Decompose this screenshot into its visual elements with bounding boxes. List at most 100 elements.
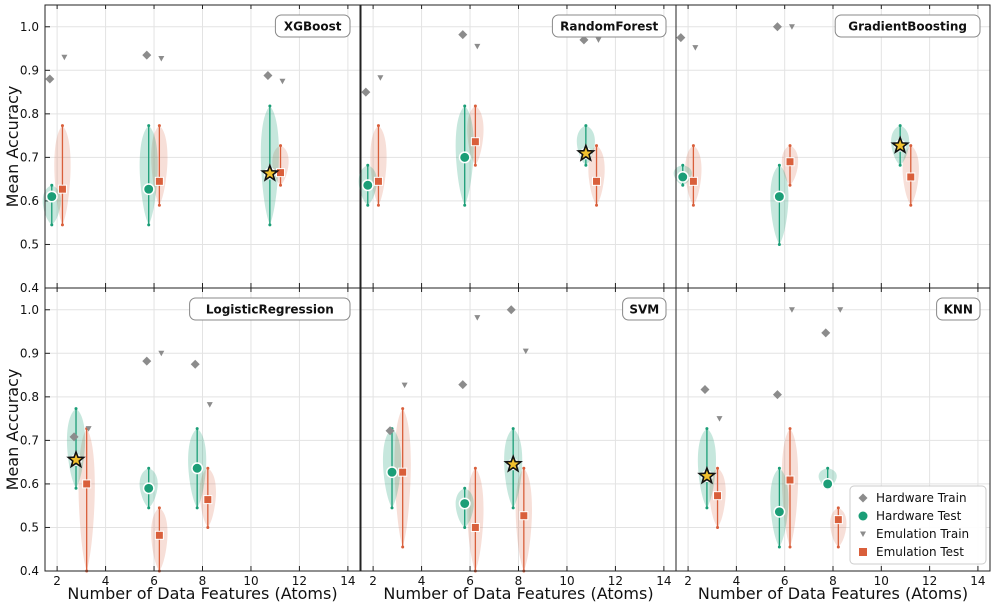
panel-title-box xyxy=(274,14,351,38)
panel-title-box xyxy=(936,297,981,321)
panel-title: LogisticRegression xyxy=(206,303,334,317)
emulation-test-range-min xyxy=(836,545,840,549)
feature-group-2 xyxy=(358,75,387,207)
emulation-train-marker xyxy=(474,315,481,321)
hardware-test-range-min xyxy=(584,163,588,167)
hardware-test-range-min xyxy=(511,506,515,510)
emulation-train-marker xyxy=(692,45,699,51)
hardware-train-marker xyxy=(458,30,468,40)
legend-label: Emulation Train xyxy=(876,527,969,541)
feature-group-8 xyxy=(188,359,216,529)
legend-marker-emulation-train xyxy=(860,531,866,537)
hardware-test-marker xyxy=(458,151,471,164)
emulation-test-marker xyxy=(592,176,602,186)
panel-svm: 2 4 6 8 10 12 14 SVM xyxy=(360,287,677,588)
emulation-test-range-max xyxy=(788,427,792,431)
hardware-test-marker xyxy=(191,462,204,475)
emulation-test-marker xyxy=(154,530,164,540)
x-tick-label: 12 xyxy=(292,574,307,588)
emulation-test-range-max xyxy=(473,466,477,470)
x-axis-label: Number of Data Features (Atoms) xyxy=(67,584,337,603)
hardware-test-range-min xyxy=(195,506,199,510)
best-model-star xyxy=(503,454,523,473)
emulation-test-range-min xyxy=(401,545,405,549)
emulation-test-range-min xyxy=(206,525,210,529)
emulation-train-marker xyxy=(206,402,213,408)
hardware-test-range-max xyxy=(74,407,78,411)
y-axis-label: Mean Accuracy xyxy=(3,86,22,208)
emulation-test-marker xyxy=(519,511,529,521)
hardware-test-range-min xyxy=(463,203,467,207)
best-model-star xyxy=(890,135,910,154)
emulation-test-range-max xyxy=(595,144,599,148)
emulation-test-range-max xyxy=(206,466,210,470)
emulation-train-marker xyxy=(837,307,844,313)
hardware-test-marker xyxy=(458,497,471,510)
emulation-test-range-min xyxy=(716,525,720,529)
emulation-train-marker xyxy=(716,416,723,422)
legend-label: Hardware Test xyxy=(876,509,962,523)
y-tick-label: 0.4 xyxy=(20,564,39,578)
best-model-star xyxy=(260,163,280,182)
hardware-train-marker xyxy=(385,426,395,436)
hardware-test-range-min xyxy=(147,506,151,510)
x-tick-label: 4 xyxy=(418,574,426,588)
emulation-train-marker xyxy=(85,426,92,432)
emulation-test-marker xyxy=(688,176,698,186)
emulation-test-range-max xyxy=(522,466,526,470)
emulation-test-marker xyxy=(57,184,67,194)
panel-randomforest: RandomForest xyxy=(358,4,677,289)
hardware-test-range-max xyxy=(777,163,781,167)
x-tick-label: 8 xyxy=(515,574,523,588)
emulation-test-marker xyxy=(470,522,480,532)
hardware-test-marker xyxy=(773,190,786,203)
hardware-test-range-min xyxy=(147,223,151,227)
emulation-test-range-min xyxy=(473,163,477,167)
hardware-test-range-max xyxy=(147,124,151,128)
emulation-train-marker xyxy=(522,348,529,355)
x-tick-label: 2 xyxy=(684,574,692,588)
panel-title: SVM xyxy=(629,303,659,317)
hardware-test-range-min xyxy=(681,183,685,187)
hardware-train-marker xyxy=(142,356,152,366)
legend: Hardware Train Hardware Test Emulation Tra… xyxy=(849,485,987,565)
emulation-test-range-max xyxy=(60,124,64,128)
hardware-test-marker xyxy=(676,171,689,183)
emulation-test-range-max xyxy=(836,506,840,510)
y-tick-label: 0.5 xyxy=(20,237,39,251)
x-tick-label: 12 xyxy=(608,574,623,588)
x-tick-label: 6 xyxy=(150,574,158,588)
emulation-train-marker xyxy=(61,54,68,61)
x-tick-label: 10 xyxy=(243,574,258,588)
y-axis-label: Mean Accuracy xyxy=(3,369,22,491)
emulation-test-marker xyxy=(154,176,164,186)
x-axis-label: Number of Data Features (Atoms) xyxy=(698,584,968,603)
emulation-test-range-min xyxy=(691,203,695,207)
x-tick-label: 6 xyxy=(466,574,474,588)
feature-group-11 xyxy=(260,71,289,227)
x-tick-label: 6 xyxy=(781,574,789,588)
emulation-test-marker xyxy=(398,467,408,477)
hardware-train-marker xyxy=(506,305,516,315)
legend-label: Hardware Train xyxy=(876,491,967,505)
emulation-test-marker xyxy=(785,475,795,485)
hardware-train-marker xyxy=(772,22,782,32)
legend-marker-emulation-test xyxy=(859,548,867,556)
hardware-test-range-max xyxy=(705,427,709,431)
panel-gradientboosting: GradientBoosting xyxy=(673,4,991,289)
hardware-test-range-max xyxy=(463,104,467,108)
legend-marker-hardware-test xyxy=(858,511,868,521)
y-tick-label: 0.5 xyxy=(20,520,39,534)
hardware-test-range-max xyxy=(681,163,685,167)
panel-title: KNN xyxy=(944,303,973,317)
hardware-test-range-max xyxy=(826,466,830,470)
emulation-train-marker xyxy=(474,43,481,50)
panel-logisticregression: 2 4 6 8 10 12 14 0.4 0.5 0.6 0.7 0.8 0.9 1.0 LogisticR… xyxy=(20,287,361,588)
hardware-test-range-min xyxy=(777,545,781,549)
emulation-test-range-min xyxy=(60,223,64,227)
x-tick-label: 14 xyxy=(970,574,985,588)
emulation-test-range-max xyxy=(279,144,283,148)
y-tick-label: 1.0 xyxy=(20,303,39,317)
emulation-test-range-max xyxy=(157,506,161,510)
